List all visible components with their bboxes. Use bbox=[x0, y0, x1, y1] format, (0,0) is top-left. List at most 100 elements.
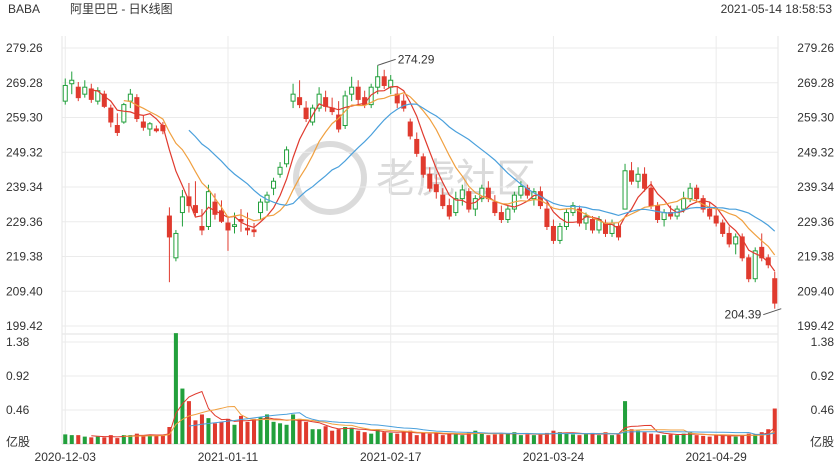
volume-bar bbox=[538, 434, 543, 444]
candle-body-down bbox=[537, 191, 543, 207]
candle-body-down bbox=[336, 114, 342, 130]
volume-bar bbox=[466, 432, 471, 444]
candle bbox=[179, 189, 185, 227]
volume-bar bbox=[388, 432, 393, 444]
volume-bar bbox=[447, 433, 452, 444]
volume-bar bbox=[772, 408, 777, 444]
candle bbox=[681, 191, 687, 213]
volume-bar bbox=[95, 436, 100, 444]
volume-bar bbox=[434, 432, 439, 444]
price-tick-right: 209.40 bbox=[797, 284, 834, 298]
candle-body-down bbox=[108, 107, 114, 123]
volume-bar bbox=[505, 433, 510, 444]
volume-bar bbox=[733, 436, 738, 444]
candle bbox=[694, 184, 700, 203]
price-axis-right: 279.26 269.28 259.30 249.32 239.34 229.36 219.… bbox=[797, 41, 834, 333]
price-tick-right: 259.30 bbox=[797, 111, 834, 125]
volume-bar bbox=[375, 429, 380, 444]
candle bbox=[557, 223, 563, 244]
candle bbox=[726, 226, 732, 248]
watermark: 老虎社区 bbox=[293, 141, 536, 215]
volume-bar bbox=[623, 401, 628, 444]
candle-body-down bbox=[75, 86, 81, 99]
candle bbox=[433, 174, 439, 199]
price-tick-left: 199.42 bbox=[6, 319, 43, 333]
volume-tick-right: 0.46 bbox=[811, 403, 835, 417]
candle bbox=[772, 271, 778, 309]
price-tick-left: 249.32 bbox=[6, 145, 43, 159]
price-tick-left: 209.40 bbox=[6, 284, 43, 298]
candle bbox=[466, 188, 472, 213]
candle bbox=[375, 65, 381, 95]
candle-body-up bbox=[284, 149, 290, 165]
date-tick: 2021-01-11 bbox=[198, 450, 259, 464]
candle bbox=[707, 202, 713, 220]
candle-body-down bbox=[114, 125, 120, 133]
candle-body-up bbox=[563, 212, 569, 227]
candle bbox=[277, 162, 283, 178]
candle-body-down bbox=[466, 191, 472, 210]
candle-body-up bbox=[752, 250, 758, 280]
candle bbox=[629, 162, 635, 185]
volume-bar bbox=[265, 414, 270, 444]
candle-body-down bbox=[616, 225, 622, 238]
volume-bar bbox=[167, 427, 172, 444]
price-tick-right: 279.26 bbox=[797, 41, 834, 55]
candle bbox=[114, 113, 120, 136]
volume-bar bbox=[440, 435, 445, 444]
volume-bar bbox=[395, 433, 400, 444]
volume-bar bbox=[753, 434, 758, 444]
volume-bar bbox=[252, 418, 257, 444]
price-tick-left: 229.36 bbox=[6, 215, 43, 229]
candle-body-up bbox=[459, 189, 465, 200]
candle bbox=[88, 83, 94, 103]
volume-bar bbox=[147, 435, 152, 444]
candle-body-up bbox=[375, 76, 381, 88]
volume-bar bbox=[304, 421, 309, 444]
candle bbox=[134, 94, 140, 123]
volume-bar bbox=[421, 432, 426, 444]
candle-body-up bbox=[258, 201, 264, 214]
candle bbox=[544, 202, 550, 230]
volume-bar bbox=[551, 430, 556, 444]
candle-body-up bbox=[277, 166, 283, 175]
volume-bar bbox=[746, 433, 751, 444]
candle-body-up bbox=[505, 208, 511, 221]
volume-bar bbox=[610, 435, 615, 444]
candle-body-up bbox=[635, 173, 641, 182]
candle bbox=[446, 198, 452, 220]
volume-bar bbox=[382, 432, 387, 444]
volume-bar bbox=[518, 435, 523, 444]
candle-body-up bbox=[661, 212, 667, 221]
candle-body-down bbox=[134, 97, 140, 120]
candle bbox=[720, 219, 726, 237]
candle bbox=[440, 188, 446, 210]
candle bbox=[258, 198, 264, 220]
volume-bar bbox=[76, 435, 81, 444]
candle-body-up bbox=[349, 86, 355, 95]
volume-bar bbox=[460, 435, 465, 444]
candle-body-up bbox=[733, 236, 739, 245]
candle bbox=[576, 205, 582, 227]
volume-bar bbox=[427, 433, 432, 444]
volume-bar bbox=[492, 434, 497, 444]
candle bbox=[69, 71, 75, 95]
candle-body-down bbox=[225, 222, 231, 231]
volume-bar bbox=[232, 424, 237, 444]
volume-bar bbox=[128, 435, 133, 444]
date-tick: 2021-04-29 bbox=[685, 450, 747, 464]
volume-bar bbox=[701, 435, 706, 444]
candle-body-down bbox=[772, 278, 778, 304]
candle bbox=[82, 80, 88, 98]
candle bbox=[101, 90, 107, 109]
candle-body-down bbox=[381, 76, 387, 86]
candle-body-up bbox=[622, 170, 628, 210]
candle-body-up bbox=[479, 187, 485, 200]
candle bbox=[323, 90, 329, 112]
volume-bar bbox=[564, 433, 569, 444]
volume-tick-left: 0.46 bbox=[6, 403, 30, 417]
candle bbox=[225, 216, 231, 251]
candle bbox=[746, 254, 752, 283]
price-tick-right: 219.38 bbox=[797, 250, 834, 264]
candle bbox=[284, 146, 290, 168]
